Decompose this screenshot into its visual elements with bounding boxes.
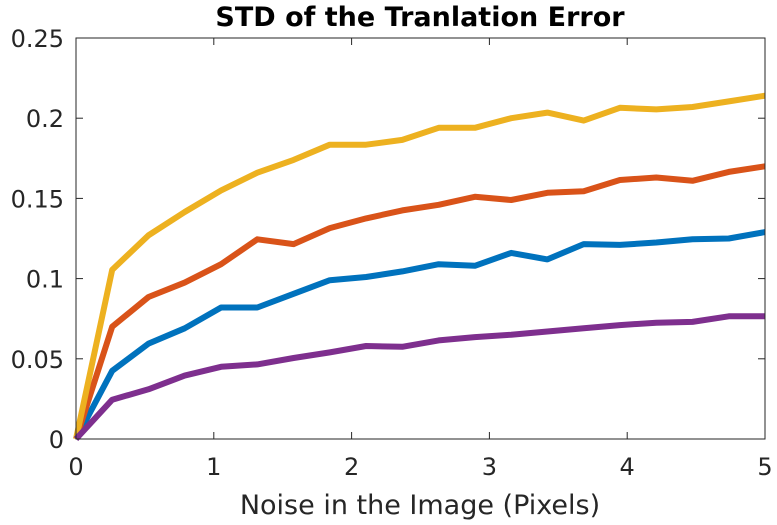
plot-area-frame (75, 37, 766, 440)
y-tick-label-3: 0.15 (11, 185, 64, 213)
y-tick-label-1: 0.05 (11, 346, 64, 374)
x-tick-label-2: 2 (344, 453, 359, 481)
x-tick-label-0: 0 (68, 453, 83, 481)
series-line-3 (73, 92, 766, 440)
y-tick-label-2: 0.1 (26, 266, 64, 294)
y-tick-label-5: 0.25 (11, 25, 64, 53)
x-tick-label-4: 4 (620, 453, 635, 481)
x-axis: 0 1 2 3 4 5 (68, 38, 773, 481)
series-line-1 (73, 229, 766, 441)
series-line-4 (73, 313, 765, 442)
y-tick-label-4: 0.2 (26, 105, 64, 133)
x-tick-label-5: 5 (757, 453, 772, 481)
x-tick-label-1: 1 (206, 453, 221, 481)
y-tick-label-0: 0 (49, 426, 64, 454)
y-axis: 0 0.05 0.1 0.15 0.2 0.25 (11, 25, 765, 454)
series-line-2 (73, 163, 766, 440)
series-layer (73, 92, 766, 442)
x-tick-label-3: 3 (482, 453, 497, 481)
x-axis-title: Noise in the Image (Pixels) (240, 490, 600, 521)
chart-title: STD of the Tranlation Error (215, 2, 625, 33)
